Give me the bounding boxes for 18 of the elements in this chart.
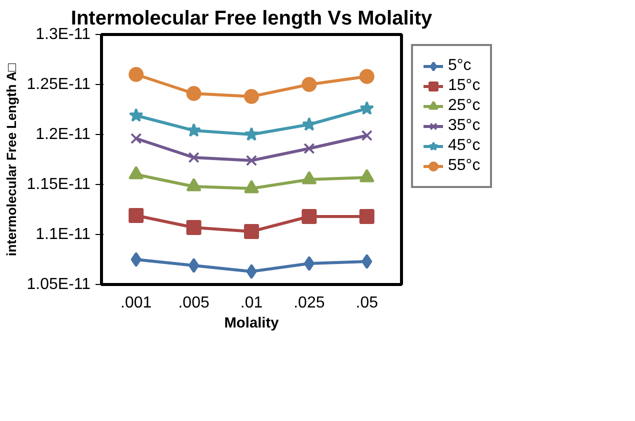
y-axis-title: intermolecular Free Length A□ (4, 62, 19, 256)
x-tick-label: .025 (294, 294, 325, 312)
x-tick-label: .001 (120, 294, 152, 312)
y-tick-label: 1.15E-11 (26, 176, 91, 193)
legend-label: 15°c (448, 77, 480, 95)
legend-label: 25°c (448, 97, 480, 115)
legend-label: 35°c (448, 117, 480, 135)
x-tick-label: .05 (356, 294, 378, 312)
y-tick-label: 1.25E-11 (26, 76, 91, 93)
x-tick-label: .01 (240, 294, 263, 312)
x-axis-title: Molality (224, 316, 280, 332)
x-tick-label: .005 (178, 294, 210, 312)
legend-label: 5°c (448, 57, 472, 75)
y-tick-label: 1.2E-11 (36, 126, 91, 143)
legend-label: 45°c (448, 137, 480, 155)
y-tick-label: 1.05E-11 (26, 276, 91, 293)
y-tick-label: 1.1E-11 (36, 226, 91, 243)
legend-label: 55°c (448, 157, 480, 175)
